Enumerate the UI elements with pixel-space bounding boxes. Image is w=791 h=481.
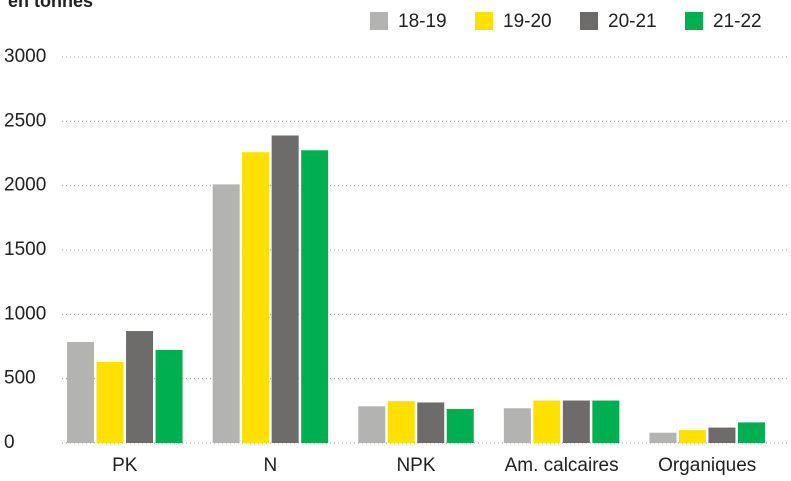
bar	[708, 427, 736, 443]
legend-label: 20-21	[608, 11, 657, 32]
bar	[212, 184, 240, 443]
legend-label: 19-20	[503, 11, 552, 32]
bar	[503, 408, 531, 443]
bar	[242, 152, 270, 444]
y-tick-label: 500	[4, 368, 36, 389]
bar	[562, 400, 590, 443]
legend-swatch	[685, 12, 703, 30]
bar	[649, 432, 677, 443]
chart-title: en tonnes	[8, 0, 93, 11]
x-tick-label: PK	[112, 455, 138, 476]
y-tick-label: 0	[4, 432, 15, 453]
y-tick-label: 3000	[4, 46, 46, 67]
bar	[533, 400, 561, 443]
x-tick-label: Organiques	[658, 455, 756, 476]
legend-label: 21-22	[713, 11, 762, 32]
y-tick-label: 2500	[4, 110, 46, 131]
x-tick-label: Am. calcaires	[505, 455, 619, 476]
bar	[737, 422, 765, 443]
bar	[678, 430, 706, 443]
bar	[301, 150, 329, 444]
bar	[271, 135, 299, 443]
x-tick-label: NPK	[396, 455, 435, 476]
bar	[155, 349, 183, 443]
bar	[67, 341, 95, 443]
y-tick-label: 1000	[4, 303, 46, 324]
bar	[446, 408, 474, 443]
bar	[96, 361, 124, 443]
legend-swatch	[580, 12, 598, 30]
legend-label: 18-19	[398, 11, 447, 32]
bar	[417, 402, 445, 443]
y-tick-label: 2000	[4, 175, 46, 196]
x-tick-label: N	[264, 455, 278, 476]
bar	[592, 400, 620, 443]
legend-swatch	[475, 12, 493, 30]
legend-swatch	[370, 12, 388, 30]
bar	[358, 406, 386, 443]
bar	[126, 331, 154, 443]
y-tick-label: 1500	[4, 239, 46, 260]
bar	[387, 401, 415, 443]
